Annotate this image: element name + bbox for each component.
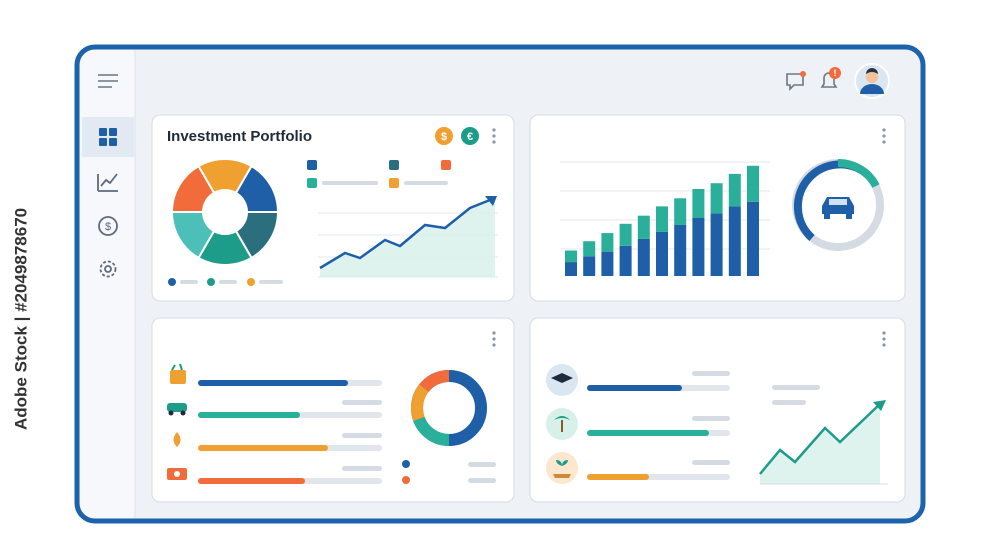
bar: [728, 173, 741, 207]
badge-euro: [461, 127, 479, 145]
gauge-arc-teal: [837, 158, 880, 188]
bar: [728, 206, 741, 276]
chat-dot: [800, 71, 806, 77]
nav-settings[interactable]: [99, 260, 117, 278]
bar: [619, 245, 632, 276]
card-title: Investment Portfolio: [167, 128, 312, 145]
badge-dollar: [435, 127, 453, 145]
badge-euro-text: €: [467, 131, 473, 143]
bar: [583, 241, 596, 257]
bar: [656, 206, 668, 232]
bar: [692, 189, 705, 218]
progress-bars: [198, 380, 382, 484]
bar: [747, 201, 759, 276]
line-legend: [307, 160, 451, 188]
bar: [710, 213, 723, 276]
more-icons[interactable]: [492, 128, 886, 347]
svg-text:$: $: [105, 221, 111, 233]
bar: [601, 233, 614, 252]
nav-dashboard[interactable]: [99, 128, 117, 146]
bar-chart: [565, 165, 759, 276]
badge: [829, 67, 841, 79]
portfolio-pie: [170, 158, 280, 266]
bar: [583, 256, 596, 276]
pie-segment: [234, 164, 280, 213]
sidebar: [80, 50, 135, 518]
category-icons: [167, 363, 187, 480]
pie-legend: [168, 278, 283, 286]
arrow-head: [485, 196, 497, 206]
bar: [565, 262, 577, 276]
pie-segment: [234, 211, 280, 260]
pie-segment: [170, 211, 216, 260]
goal-icons: [546, 364, 578, 484]
trend-area: [760, 404, 880, 484]
line-area: [320, 198, 495, 277]
bar: [619, 223, 632, 246]
bar: [637, 238, 650, 276]
nav-analytics[interactable]: [97, 173, 118, 192]
bar: [637, 215, 650, 239]
trend-arrow: [873, 400, 886, 411]
nav-finance[interactable]: $: [98, 216, 118, 236]
menu-icon[interactable]: [98, 74, 118, 88]
badge-text: !: [834, 68, 837, 78]
bar: [656, 231, 668, 276]
bar: [601, 251, 614, 276]
pie-segment: [197, 158, 253, 195]
bar: [674, 224, 687, 276]
car-icon: [822, 197, 854, 219]
nav-active: [82, 117, 134, 157]
donut: [411, 369, 487, 446]
watermark: Adobe Stock | #2049878670: [11, 208, 30, 430]
bar: [710, 183, 723, 214]
avatar[interactable]: [854, 63, 890, 99]
pie-segment: [170, 164, 216, 213]
bar: [692, 218, 705, 276]
line: [319, 196, 496, 270]
bar: [674, 198, 687, 225]
trend-line: [759, 403, 881, 475]
bar: [565, 250, 577, 263]
pie-segment: [197, 229, 253, 266]
bar: [747, 165, 759, 202]
goal-bars: [587, 371, 820, 480]
badge-dollar-text: $: [441, 131, 447, 143]
donut-legend: [402, 460, 496, 484]
